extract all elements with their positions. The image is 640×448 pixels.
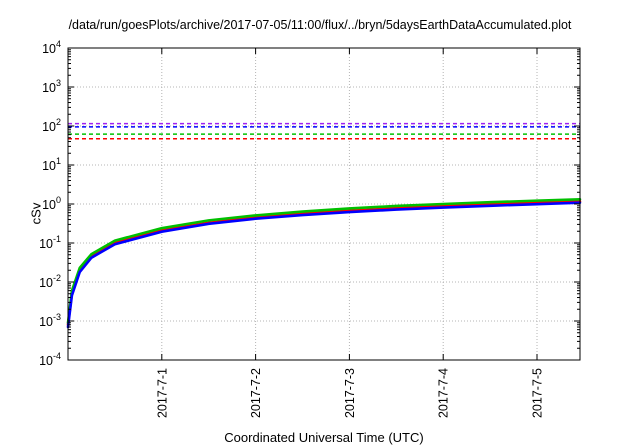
y-tick-label: 102: [42, 117, 61, 134]
x-tick-label: 2017-7-5: [531, 368, 545, 418]
y-tick-label: 103: [42, 78, 61, 95]
y-tick-label: 104: [42, 39, 61, 56]
x-tick-label: 2017-7-1: [155, 368, 169, 418]
x-tick-labels: 2017-7-1 2017-7-2 2017-7-3 2017-7-4 2017-7-5: [155, 368, 544, 418]
chart-title: /data/run/goesPlots/archive/2017-07-05/1…: [68, 18, 572, 32]
x-axis-label: Coordinated Universal Time (UTC): [224, 430, 424, 445]
axis-ticks: [68, 47, 580, 361]
y-tick-label: 100: [42, 195, 61, 212]
y-tick-label: 10-3: [39, 312, 61, 329]
x-tick-label: 2017-7-3: [343, 368, 357, 418]
data-series: [66, 198, 582, 329]
x-tick-label: 2017-7-4: [437, 368, 451, 418]
x-tick-label: 2017-7-2: [249, 368, 263, 418]
y-axis-label: cSv: [28, 202, 44, 225]
y-tick-label: 101: [42, 156, 61, 173]
y-tick-label: 10-2: [39, 273, 61, 290]
y-tick-label: 10-4: [39, 351, 61, 368]
y-tick-label: 10-1: [39, 234, 61, 251]
y-tick-labels: 10-4 10-3 10-2 10-1 100 101 102 103 104: [39, 39, 61, 368]
series-line: [66, 201, 582, 329]
series-line: [66, 198, 582, 325]
series-line: [66, 200, 582, 327]
threshold-lines: [68, 122, 580, 140]
